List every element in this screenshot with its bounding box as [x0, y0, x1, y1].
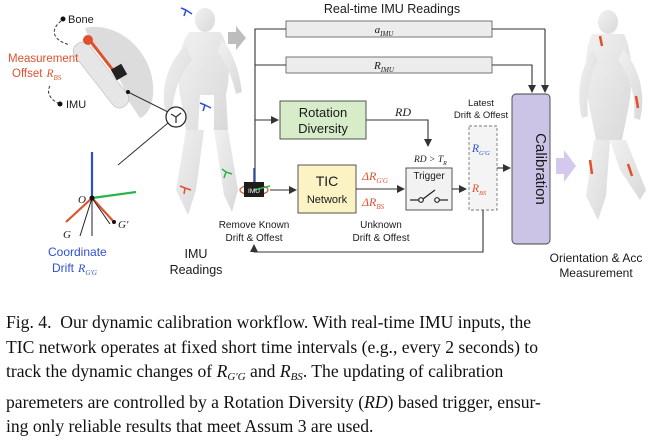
coord-G: G: [63, 229, 71, 241]
remove-known-1: Remove Known: [219, 220, 290, 231]
latest-panel: [468, 125, 498, 211]
imu-label: IMU: [66, 99, 86, 111]
rotation-diversity-1: Rotation: [299, 105, 347, 120]
bone-red-line: [86, 37, 118, 75]
output-imu-markers: [588, 35, 640, 177]
latest-rgg: RG'G: [471, 143, 490, 157]
rd-threshold: RD > TR: [413, 155, 447, 167]
arm-imu-box: [110, 63, 128, 81]
line-rd-trigger: [366, 119, 432, 147]
coordinate-frames: [65, 152, 137, 237]
input-arrow: [228, 26, 246, 50]
calibration-box: [511, 93, 551, 245]
caption-line-1: Fig. 4. Our dynamic calibration workflow…: [6, 312, 532, 332]
coord-drift-2: Drift RG'G: [52, 261, 97, 277]
trigger-label: Trigger: [413, 171, 445, 182]
output-label-2: Measurement: [559, 266, 633, 280]
rotation-diversity-2: Diversity: [298, 121, 348, 136]
trigger-switch-icon: [410, 189, 448, 203]
left-panel: Bone Measurement Offset RBS IMU: [8, 7, 242, 277]
tic-network-box: [297, 164, 357, 214]
line-r-cal: [492, 64, 536, 93]
arm-connector: [127, 91, 169, 113]
tic-label-1: TIC: [316, 173, 339, 189]
caption-line-4: paremeters are controlled by a Rotation …: [6, 391, 541, 412]
unknown-2: Drift & Offest: [352, 233, 409, 244]
coord-Gp: G': [118, 219, 129, 231]
rd-label: RD: [394, 105, 411, 119]
output-figure: [579, 10, 646, 220]
imu-readings-2: Readings: [170, 263, 223, 277]
latest-rbs: RBS: [471, 183, 487, 197]
bone-shape: [72, 41, 130, 109]
tic-label-2: Network: [307, 194, 348, 206]
body-figure: [163, 8, 242, 215]
imu-dot: [57, 101, 63, 107]
feedback-loop: [250, 210, 484, 253]
caption-line-2: TIC network operates at fixed short time…: [6, 336, 539, 357]
coord-drift-1: Coordinate: [48, 245, 107, 259]
delta-rbs: ΔRBS: [361, 195, 385, 211]
arm-connector-dot: [126, 90, 130, 94]
calibration-label: Calibration: [532, 133, 549, 205]
a-imu-label: aIMU: [375, 24, 395, 38]
remove-known-2: Drift & Offest: [225, 233, 282, 244]
bone-curve: [53, 20, 71, 46]
imu-magnifier-axes: [170, 112, 182, 123]
output-label-1: Orientation & Acc: [550, 251, 643, 265]
pipeline: Real-time IMU Readings aIMU RIMU Rotatio…: [219, 2, 576, 253]
latest-1: Latest: [468, 98, 494, 109]
bone-dot: [60, 16, 66, 22]
imu-curve: [47, 85, 61, 105]
delta-rgg: ΔRG'G: [361, 169, 388, 185]
realtime-title: Real-time IMU Readings: [324, 2, 460, 16]
offset-label-1: Measurement: [8, 53, 79, 65]
body-imu-markers: [179, 7, 233, 195]
rotation-diversity-box: [279, 100, 367, 140]
figure-caption: Fig. 4. Our dynamic calibration workflow…: [6, 310, 652, 439]
trigger-box: [405, 167, 453, 211]
caption-line-5: ing only reliable results that meet Assu…: [6, 416, 374, 436]
coord-O: O: [78, 194, 86, 206]
unknown-1: Unknown: [360, 220, 402, 231]
latest-2: Drift & Offest: [454, 110, 509, 121]
bone-joint: [83, 35, 93, 45]
offset-label-2: Offset RBS: [12, 68, 62, 82]
output-arrow: [556, 150, 576, 182]
magnifier-connector: [117, 122, 169, 166]
line-to-a: [254, 28, 286, 190]
imu-chip: IMU: [239, 168, 271, 197]
caption-line-3: track the dynamic changes of RG′G and RB…: [6, 361, 504, 383]
imu-readings-1: IMU: [185, 247, 208, 261]
bone-label: Bone: [68, 14, 94, 26]
svg-text:IMU: IMU: [248, 188, 260, 195]
r-imu-label: RIMU: [373, 60, 395, 74]
